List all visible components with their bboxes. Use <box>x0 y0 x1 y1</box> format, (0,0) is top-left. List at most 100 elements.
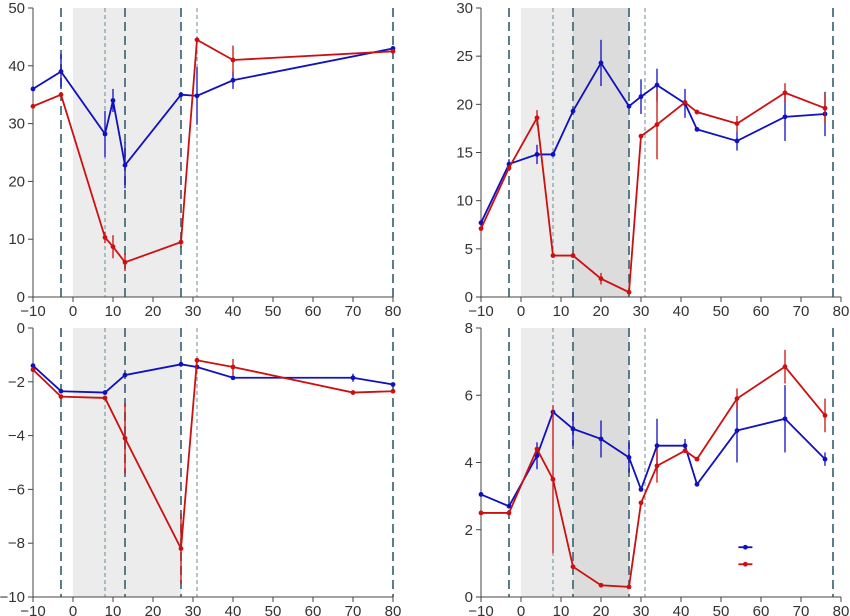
data-point <box>550 253 556 258</box>
data-point <box>694 109 700 115</box>
y-tick-label: 4 <box>465 455 473 472</box>
x-tick-label: 50 <box>265 603 282 616</box>
x-tick-label: 0 <box>69 603 77 616</box>
chart-panel-3: −10 0 10 20 30 40 50 60 70 80 −10 −8 −6 −4 −2 0 <box>0 320 401 616</box>
data-point <box>122 372 128 378</box>
data-point <box>734 428 740 433</box>
data-point <box>390 382 396 387</box>
data-point <box>58 69 64 74</box>
y-tick-label: −6 <box>8 481 25 498</box>
data-point <box>390 48 396 54</box>
data-point <box>638 133 644 139</box>
shaded-region <box>125 8 181 297</box>
x-tick-label: 60 <box>753 603 770 616</box>
x-tick-label: 40 <box>225 303 242 320</box>
data-point <box>478 226 484 232</box>
data-point <box>694 126 700 132</box>
x-tick-label: 20 <box>593 603 610 616</box>
data-point <box>534 115 540 121</box>
y-tick-label: 30 <box>8 116 25 133</box>
data-point <box>598 436 604 442</box>
data-point <box>550 152 556 157</box>
data-point <box>734 121 740 126</box>
x-tick-label: 60 <box>305 603 322 616</box>
data-point <box>102 395 108 401</box>
x-tick-label: 40 <box>673 603 690 616</box>
x-tick-label: 30 <box>633 303 650 320</box>
data-point <box>110 98 116 103</box>
data-point <box>598 60 604 66</box>
data-point <box>782 416 788 422</box>
x-tick-label: 10 <box>105 603 122 616</box>
series-line <box>480 61 826 224</box>
x-tick-label: −10 <box>20 303 45 320</box>
data-point <box>734 396 740 402</box>
x-tick-label: 30 <box>633 603 650 616</box>
y-tick-label: 50 <box>8 0 25 17</box>
x-tick-label: 60 <box>305 303 322 320</box>
series-line <box>481 365 826 588</box>
data-point <box>654 463 660 469</box>
x-tick-label: 80 <box>385 303 402 320</box>
x-tick-label: 50 <box>713 603 730 616</box>
series-line <box>480 91 826 294</box>
x-tick-label: 70 <box>345 603 362 616</box>
data-point <box>194 37 200 43</box>
legend-marker <box>743 544 748 550</box>
data-point <box>194 357 200 363</box>
data-point <box>822 413 828 418</box>
data-point <box>534 152 540 157</box>
data-point <box>626 455 632 460</box>
y-tick-label: 0 <box>465 589 473 606</box>
series-2 <box>478 83 828 295</box>
y-tick-label: 10 <box>8 231 25 248</box>
series-line <box>480 410 826 508</box>
data-point <box>478 510 484 516</box>
y-tick-label: −10 <box>0 589 25 606</box>
shaded-region <box>573 328 629 597</box>
y-tick-label: −8 <box>8 535 25 552</box>
data-point <box>570 253 576 258</box>
data-point <box>30 86 36 92</box>
data-point <box>122 435 128 441</box>
data-point <box>350 390 356 395</box>
data-point <box>230 77 236 83</box>
y-tick-label: 25 <box>456 48 473 65</box>
y-tick-label: 15 <box>456 145 473 162</box>
x-tick-label: 70 <box>793 303 810 320</box>
y-tick-label: 40 <box>8 58 25 75</box>
data-point <box>122 259 128 265</box>
data-point <box>694 456 700 462</box>
data-point <box>654 443 660 449</box>
legend-marker <box>743 561 748 567</box>
data-point <box>506 165 512 171</box>
shaded-region <box>125 328 181 597</box>
x-tick-label: −10 <box>20 603 45 616</box>
legend <box>738 544 753 567</box>
series-2 <box>30 37 396 271</box>
data-point <box>638 487 644 492</box>
data-point <box>782 90 788 96</box>
x-tick-label: 10 <box>553 603 570 616</box>
data-point <box>102 235 108 240</box>
data-point <box>822 456 828 462</box>
data-point <box>638 500 644 506</box>
x-tick-label: −10 <box>468 303 493 320</box>
data-point <box>506 510 512 516</box>
data-point <box>230 375 236 381</box>
y-tick-label: −4 <box>8 428 25 445</box>
data-point <box>654 122 660 127</box>
data-point <box>102 390 108 395</box>
y-tick-label: 5 <box>465 241 473 258</box>
series-2 <box>478 349 828 590</box>
y-tick-label: 20 <box>456 96 473 113</box>
x-tick-label: 70 <box>345 303 362 320</box>
x-tick-label: 80 <box>385 603 402 616</box>
data-point <box>194 93 200 99</box>
data-point <box>506 503 512 509</box>
data-point <box>58 394 64 399</box>
data-point <box>178 239 184 245</box>
